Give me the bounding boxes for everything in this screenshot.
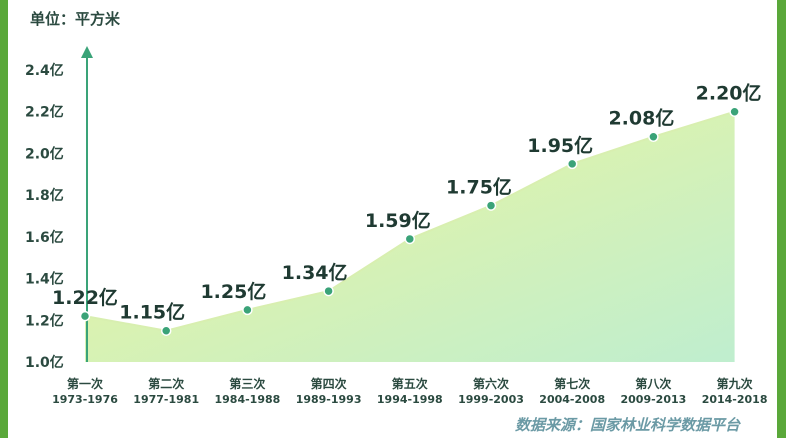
y-axis-arrow — [81, 46, 93, 58]
data-point — [566, 158, 578, 170]
x-tick-years: 2014-2018 — [702, 393, 768, 406]
unit-label: 单位：平方米 — [30, 10, 121, 28]
data-point — [485, 200, 497, 211]
data-source: 数据来源：国家林业科学数据平台 — [514, 416, 740, 434]
data-point — [79, 310, 91, 322]
x-tick-name: 第六次 — [473, 376, 509, 391]
data-label: 1.95亿 — [527, 134, 593, 157]
y-tick-label: 2.0亿 — [25, 145, 64, 162]
x-tick-name: 第七次 — [554, 376, 590, 391]
data-point — [242, 304, 253, 316]
data-label: 1.15亿 — [119, 301, 185, 324]
y-tick-label: 1.8亿 — [25, 187, 64, 204]
y-tick-label: 2.2亿 — [25, 104, 64, 121]
right-border — [777, 0, 786, 438]
x-tick-years: 1994-1998 — [377, 393, 443, 406]
data-point — [323, 285, 334, 297]
x-tick-name: 第四次 — [311, 376, 347, 391]
data-label: 1.22亿 — [52, 286, 118, 309]
x-tick-name: 第二次 — [148, 376, 184, 391]
x-tick-years: 2009-2013 — [621, 393, 687, 406]
data-label: 1.75亿 — [446, 176, 512, 199]
x-tick-years: 1977-1981 — [133, 393, 199, 406]
x-tick-years: 1984-1988 — [215, 393, 281, 406]
x-tick-years: 1989-1993 — [296, 393, 362, 406]
data-point — [729, 106, 740, 117]
x-tick-name: 第八次 — [635, 376, 671, 391]
data-point — [648, 131, 659, 142]
y-tick-label: 1.2亿 — [25, 312, 64, 329]
y-tick-label: 1.0亿 — [25, 354, 64, 371]
y-tick-label: 1.4亿 — [25, 271, 64, 288]
area-fill — [85, 111, 735, 362]
x-tick-name: 第一次 — [67, 376, 103, 391]
x-tick-name: 第五次 — [392, 376, 428, 391]
x-tick-name: 第三次 — [229, 376, 265, 391]
x-tick-years: 1973-1976 — [52, 393, 118, 406]
x-tick-years: 2004-2008 — [539, 393, 605, 406]
x-tick-years: 1999-2003 — [458, 393, 524, 406]
data-point — [160, 325, 172, 336]
x-tick-name: 第九次 — [717, 376, 753, 391]
data-label: 1.59亿 — [365, 209, 431, 232]
data-label: 1.34亿 — [282, 261, 348, 284]
data-label: 1.25亿 — [200, 280, 266, 303]
data-label: 2.20亿 — [696, 82, 762, 105]
data-point — [404, 233, 416, 245]
data-label: 2.08亿 — [608, 107, 674, 130]
left-border — [0, 0, 8, 438]
y-tick-label: 1.6亿 — [25, 229, 64, 246]
y-tick-label: 2.4亿 — [25, 62, 64, 79]
